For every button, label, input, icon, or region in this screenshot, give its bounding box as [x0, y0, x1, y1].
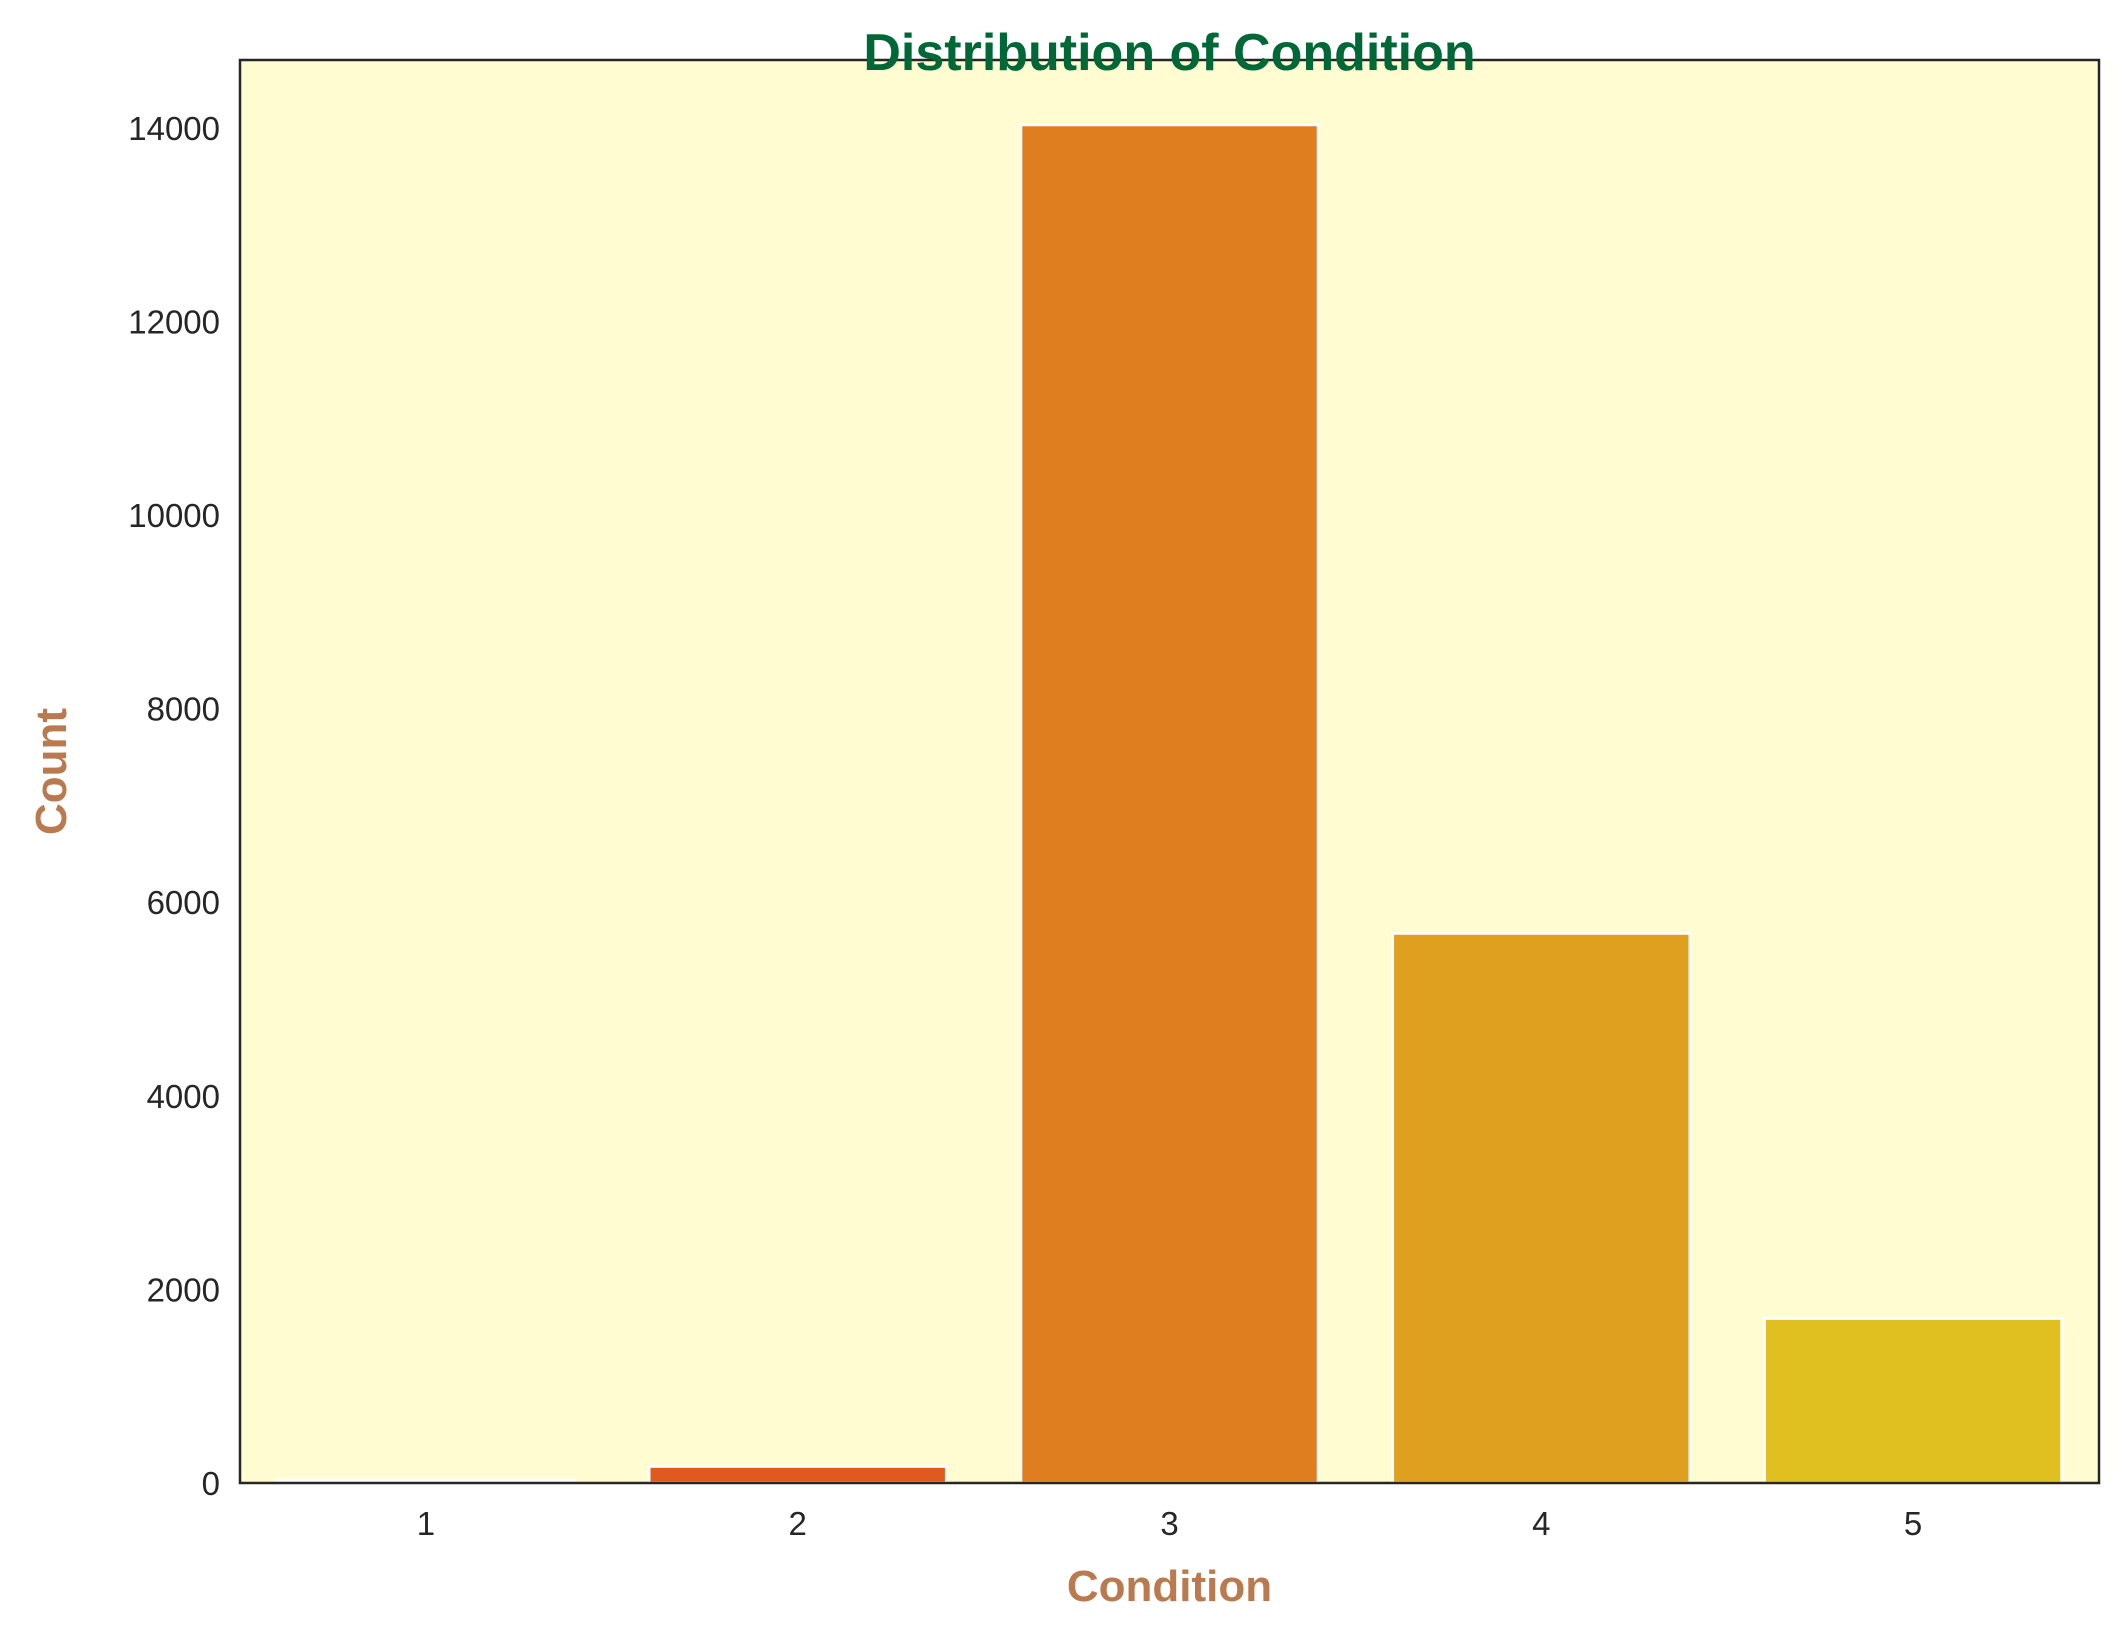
- y-tick-label: 2000: [147, 1271, 220, 1308]
- x-tick-label: 4: [1532, 1505, 1550, 1542]
- x-axis-label: Condition: [1067, 1562, 1272, 1611]
- y-tick-label: 14000: [128, 110, 220, 147]
- x-tick-label: 2: [789, 1505, 807, 1542]
- y-axis-label: Count: [27, 708, 76, 835]
- bar-3: [1019, 123, 1320, 1485]
- bar-5: [1762, 1316, 2064, 1485]
- bars-group: [275, 123, 2064, 1485]
- y-tick-label: 8000: [147, 691, 220, 728]
- y-tick-label: 6000: [147, 884, 220, 921]
- y-tick-label: 4000: [147, 1078, 220, 1115]
- bar-2: [647, 1464, 948, 1485]
- bar-4: [1391, 931, 1692, 1485]
- x-axis-ticks: 1 2 3 4 5: [417, 1505, 1923, 1542]
- x-tick-label: 1: [417, 1505, 435, 1542]
- x-tick-label: 5: [1904, 1505, 1922, 1542]
- y-tick-label: 0: [202, 1465, 220, 1502]
- chart-title: Distribution of Condition: [863, 24, 1475, 82]
- y-tick-label: 10000: [128, 497, 220, 534]
- plot-frame: [238, 58, 2101, 1485]
- y-axis-ticks: 0 2000 4000 6000 8000 10000 12000 14000: [128, 110, 220, 1502]
- y-tick-label: 12000: [128, 303, 220, 340]
- x-tick-label: 3: [1160, 1505, 1178, 1542]
